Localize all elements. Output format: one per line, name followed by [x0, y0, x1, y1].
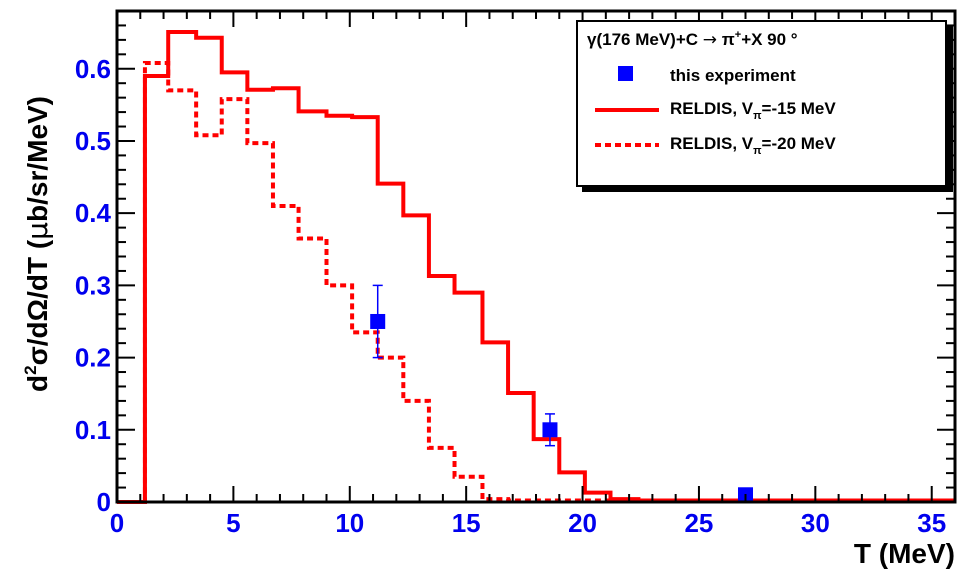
- legend-label-v15: RELDIS, Vπ=-15 MeV: [670, 99, 836, 122]
- axis-tick-labels: 0 5 10 15 20 25 30 35 0 0.1 0.2 0.3 0.4 0.5 0.6: [75, 54, 946, 538]
- x-tick-label: 0: [110, 508, 124, 538]
- legend-marker-experiment: [618, 66, 633, 81]
- data-point-2: [542, 422, 558, 438]
- series-line-v15: [117, 29, 955, 504]
- y-axis-title: d2σ/dΩ/dT (μb/sr/MeV): [21, 96, 54, 392]
- y-tick-label: 0: [97, 487, 111, 517]
- legend: γ(176 MeV)+C → π++X 90 ° this experiment…: [576, 20, 953, 192]
- x-tick-label: 25: [684, 508, 713, 538]
- y-tick-label: 0.1: [75, 415, 111, 445]
- x-tick-label: 5: [226, 508, 240, 538]
- y-tick-label: 0.4: [75, 198, 112, 228]
- x-tick-label: 35: [917, 508, 946, 538]
- data-point-1: [370, 313, 386, 329]
- series-line-v20: [117, 60, 955, 504]
- x-axis-title: T (MeV): [854, 538, 955, 569]
- legend-header: γ(176 MeV)+C → π++X 90 °: [587, 29, 798, 50]
- legend-shadow-bottom: [582, 186, 953, 192]
- legend-box: [576, 20, 947, 187]
- y-tick-label: 0.6: [75, 54, 111, 84]
- y-tick-label: 0.5: [75, 126, 111, 156]
- x-tick-label: 20: [568, 508, 597, 538]
- y-tick-label: 0.2: [75, 343, 111, 373]
- x-tick-label: 30: [801, 508, 830, 538]
- legend-label-v20: RELDIS, Vπ=-20 MeV: [670, 134, 836, 157]
- y-tick-label: 0.3: [75, 270, 111, 300]
- legend-shadow-right: [946, 26, 953, 192]
- x-tick-label: 10: [335, 508, 364, 538]
- legend-label-experiment: this experiment: [670, 66, 796, 85]
- x-tick-label: 15: [452, 508, 481, 538]
